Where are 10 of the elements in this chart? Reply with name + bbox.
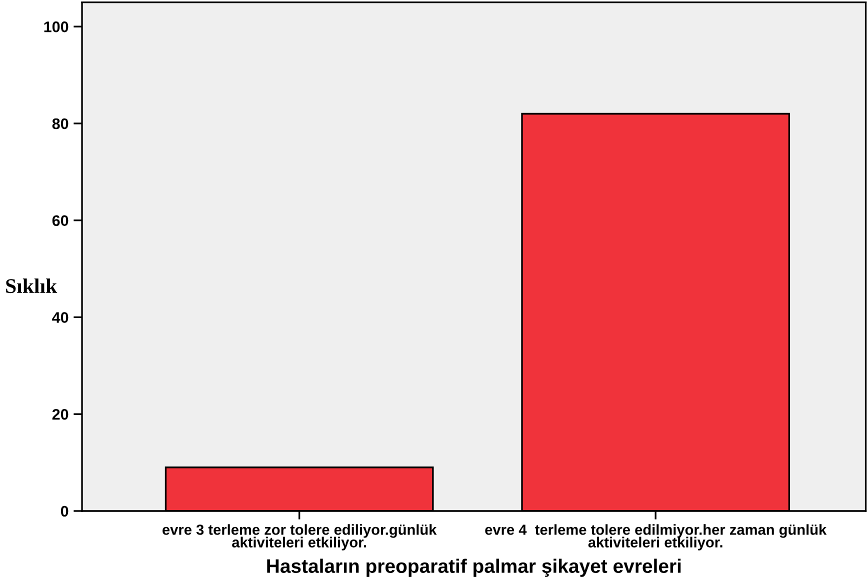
- y-tick-label: 40: [52, 312, 68, 323]
- y-tick-label: 80: [52, 118, 68, 130]
- y-axis-title: Sıklık: [6, 278, 58, 294]
- x-axis-title: Hastaların preoparatif palmar şikayet evreleri: [267, 558, 681, 577]
- y-tick-label: 0: [60, 506, 68, 517]
- x-tick-label: evre 3 terleme zor tolere ediliyor.günlük aktiviteleri etkiliyor.: [162, 524, 437, 550]
- x-tick-label: evre 4 terleme tolere edilmiyor.her zaman günlük aktiviteleri etkiliyor.: [485, 524, 827, 550]
- y-tick-label: 100: [44, 21, 68, 32]
- y-tick-label: 60: [52, 215, 68, 226]
- y-tick-label: 20: [52, 408, 68, 420]
